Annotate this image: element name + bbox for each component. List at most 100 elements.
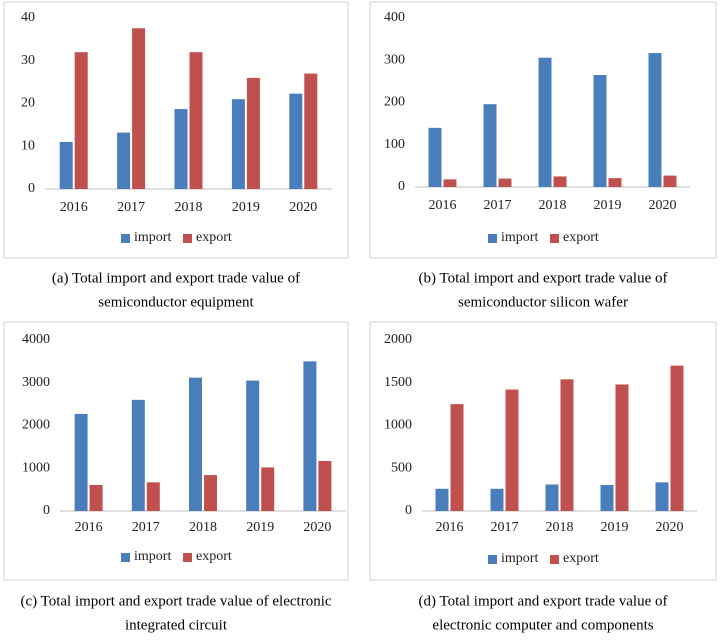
y-tick-label: 2000 <box>22 418 50 433</box>
bar <box>600 484 614 511</box>
x-tick-label: 2018 <box>189 520 217 535</box>
bar <box>545 484 559 511</box>
bar <box>560 379 574 511</box>
x-tick-label: 2017 <box>491 520 519 535</box>
bar <box>648 53 662 187</box>
bar <box>289 93 303 189</box>
y-tick-label: 10 <box>21 138 35 153</box>
y-tick-label: 200 <box>384 95 405 110</box>
bar <box>663 175 677 187</box>
panel-frame <box>3 321 349 581</box>
bar <box>505 389 519 511</box>
caption: integrated circuit <box>125 617 228 633</box>
bar <box>318 460 332 511</box>
bar <box>483 104 497 187</box>
legend-swatch <box>488 555 497 564</box>
legend-label: import <box>501 551 538 566</box>
bar <box>189 52 203 190</box>
bar <box>538 57 552 188</box>
x-tick-label: 2017 <box>117 200 145 215</box>
x-tick-label: 2020 <box>303 520 331 535</box>
bar <box>435 488 449 511</box>
bar <box>246 380 260 511</box>
bar <box>204 475 217 511</box>
x-tick-label: 2019 <box>594 198 622 213</box>
legend-label: export <box>196 549 232 564</box>
legend-swatch <box>183 234 192 243</box>
legend-swatch <box>550 555 559 564</box>
y-tick-label: 400 <box>384 10 405 25</box>
bar <box>443 179 457 187</box>
y-tick-label: 3000 <box>22 375 50 390</box>
x-tick-label: 2016 <box>75 520 103 535</box>
x-tick-label: 2016 <box>429 198 457 213</box>
x-tick-label: 2019 <box>601 520 629 535</box>
caption: electronic computer and components <box>432 617 653 633</box>
x-tick-label: 2020 <box>656 520 684 535</box>
bar <box>131 399 145 511</box>
bar <box>59 141 73 189</box>
bar <box>655 482 669 511</box>
x-tick-label: 2017 <box>484 198 512 213</box>
y-tick-label: 1000 <box>22 460 50 475</box>
bar <box>670 365 684 511</box>
bar <box>553 176 567 187</box>
bar <box>450 404 464 511</box>
x-tick-label: 2016 <box>436 520 464 535</box>
y-tick-label: 0 <box>405 503 412 518</box>
x-tick-label: 2020 <box>649 198 677 213</box>
bar <box>74 52 88 190</box>
y-tick-label: 30 <box>21 53 35 68</box>
y-tick-label: 2000 <box>384 332 412 347</box>
bar <box>74 413 88 511</box>
y-tick-label: 4000 <box>22 332 50 347</box>
legend-swatch <box>488 234 497 243</box>
panel-frame <box>3 1 349 259</box>
bar <box>174 109 188 189</box>
bar <box>246 77 260 189</box>
panel-frame <box>369 1 717 259</box>
bar <box>231 99 245 189</box>
bar <box>132 28 146 190</box>
bar <box>303 361 317 511</box>
x-tick-label: 2020 <box>289 200 317 215</box>
legend-label: export <box>563 230 599 245</box>
bar <box>146 482 160 511</box>
legend-label: import <box>501 230 538 245</box>
y-tick-label: 0 <box>398 179 405 194</box>
bar <box>189 377 202 511</box>
caption: (a) Total import and export trade value … <box>52 270 300 286</box>
legend-label: import <box>134 549 171 564</box>
x-tick-label: 2018 <box>175 200 203 215</box>
bar <box>89 484 103 511</box>
bar <box>261 467 275 511</box>
panel-frame <box>369 321 717 581</box>
bar <box>593 75 607 187</box>
y-tick-label: 40 <box>21 10 35 25</box>
bar <box>498 178 512 187</box>
y-tick-label: 100 <box>384 137 405 152</box>
bar <box>304 73 318 189</box>
legend-swatch <box>183 553 192 562</box>
bar <box>117 132 131 189</box>
legend-swatch <box>121 553 130 562</box>
y-tick-label: 500 <box>391 460 412 475</box>
legend-swatch <box>121 234 130 243</box>
caption: (c) Total import and export trade value … <box>20 593 331 609</box>
y-tick-label: 20 <box>21 96 35 111</box>
bar <box>428 127 442 187</box>
y-tick-label: 300 <box>384 52 405 67</box>
y-tick-label: 1500 <box>384 375 412 390</box>
x-tick-label: 2018 <box>546 520 574 535</box>
legend-label: export <box>563 551 599 566</box>
bar <box>490 488 504 511</box>
y-tick-label: 0 <box>43 503 50 518</box>
caption: (b) Total import and export trade value … <box>418 270 667 286</box>
x-tick-label: 2019 <box>246 520 274 535</box>
y-tick-label: 0 <box>28 181 35 196</box>
x-tick-label: 2018 <box>539 198 567 213</box>
bar <box>608 178 622 187</box>
x-tick-label: 2019 <box>232 200 260 215</box>
caption: (d) Total import and export trade value … <box>418 593 667 609</box>
